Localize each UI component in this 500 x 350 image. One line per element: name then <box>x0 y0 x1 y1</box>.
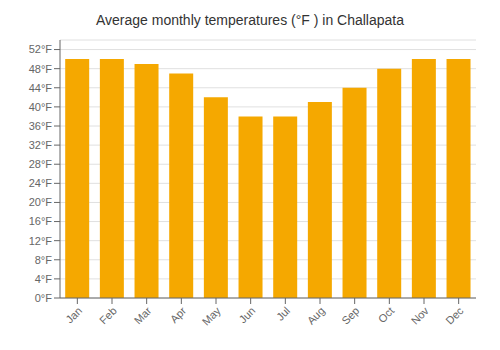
svg-text:Feb: Feb <box>97 304 119 326</box>
svg-text:4°F: 4°F <box>35 273 53 285</box>
svg-text:Oct: Oct <box>376 304 397 325</box>
svg-text:Nov: Nov <box>409 304 432 327</box>
svg-text:Jan: Jan <box>63 304 84 325</box>
svg-text:40°F: 40°F <box>29 101 53 113</box>
svg-text:Aug: Aug <box>305 304 327 326</box>
svg-text:Apr: Apr <box>168 304 189 325</box>
svg-text:48°F: 48°F <box>29 63 53 75</box>
svg-text:52°F: 52°F <box>29 43 53 55</box>
svg-text:32°F: 32°F <box>29 139 53 151</box>
svg-text:Jul: Jul <box>274 304 292 322</box>
svg-text:8°F: 8°F <box>35 254 53 266</box>
svg-text:28°F: 28°F <box>29 158 53 170</box>
svg-text:20°F: 20°F <box>29 196 53 208</box>
svg-text:12°F: 12°F <box>29 235 53 247</box>
svg-text:Mar: Mar <box>132 304 154 326</box>
html-text:Average monthly temperatures (: Average monthly temperatures (°F ) in Ch… <box>96 12 404 28</box>
svg-text:Jun: Jun <box>237 304 258 325</box>
svg-text:Sep: Sep <box>339 304 361 326</box>
svg-text:44°F: 44°F <box>29 82 53 94</box>
svg-text:May: May <box>200 304 224 328</box>
svg-text:36°F: 36°F <box>29 120 53 132</box>
svg-text:16°F: 16°F <box>29 215 53 227</box>
svg-text:0°F: 0°F <box>35 292 53 304</box>
svg-text:Dec: Dec <box>443 304 466 327</box>
svg-text:24°F: 24°F <box>29 177 53 189</box>
